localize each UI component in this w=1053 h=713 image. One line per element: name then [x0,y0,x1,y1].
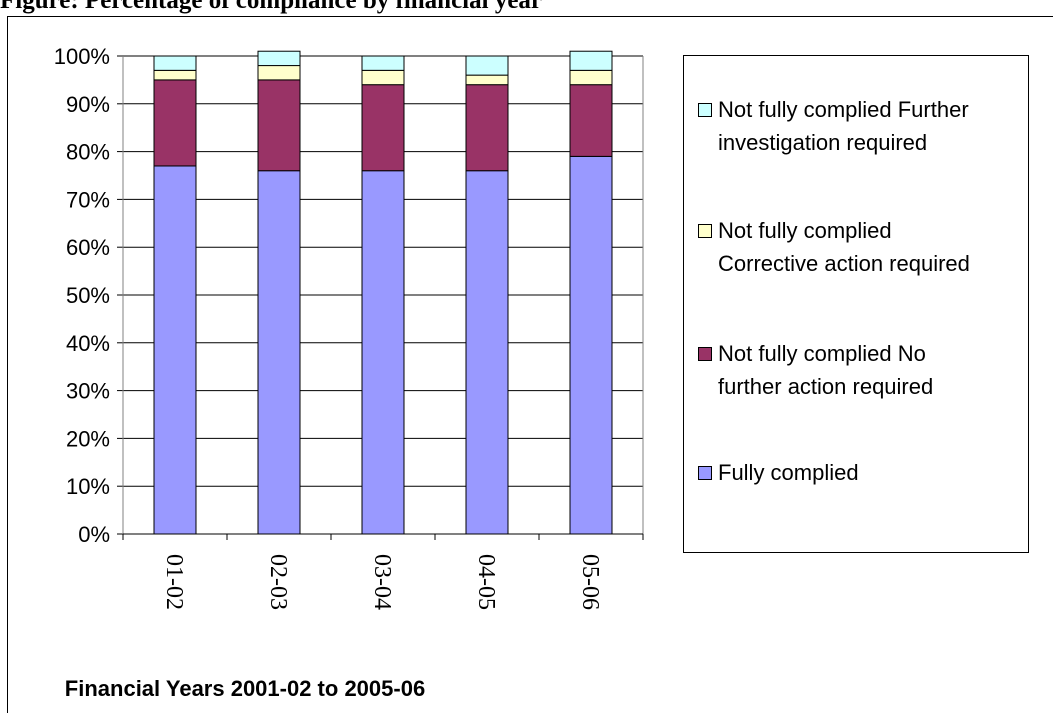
bar-segment [361,55,405,71]
y-tick-label: 10% [66,474,110,499]
legend-label: Not fully complied Corrective action req… [718,218,970,276]
y-tick-label: 20% [66,426,110,451]
legend-label: Not fully complied No further action req… [718,341,934,399]
legend-label: Not fully complied Further investigation… [718,97,969,155]
figure-title-cut: Figure: Percentage of compliance by fina… [0,0,543,14]
bar-segment [153,69,197,81]
x-axis-label: Financial Years 2001-02 to 2005-06 [64,676,426,701]
bar-segment [569,155,613,535]
bar-segment [361,69,405,86]
x-tick-label: 02-03 [265,554,291,610]
x-tick-label: 04-05 [473,554,499,610]
legend: Not fully complied Further investigation… [683,55,1029,553]
legend-swatch [698,466,712,480]
y-tick-label: 30% [66,379,110,404]
bar-segment [465,170,509,535]
legend-item-fully-complied: Fully complied [698,456,1023,489]
x-tick-label: 03-04 [369,554,395,610]
legend-swatch [698,224,712,238]
bar-segment [257,170,301,535]
bar-segment [153,55,197,71]
x-tick-label: 05-06 [577,554,603,610]
y-tick-label: 50% [66,283,110,308]
bar-segment [257,65,301,81]
bar-segment [465,84,509,172]
legend-swatch [698,103,712,117]
bar-segment [465,74,509,86]
y-tick-label: 80% [66,140,110,165]
bar-segment [361,84,405,172]
legend-item-corrective-action: Not fully complied Corrective action req… [698,214,1023,280]
legend-swatch [698,347,712,361]
y-tick-label: 40% [66,331,110,356]
bar-segment [569,50,613,71]
chart-frame [7,16,1053,713]
legend-label: Fully complied [718,460,859,485]
y-tick-label: 60% [66,235,110,260]
x-tick-label: 01-02 [161,554,187,610]
bar-segment [153,79,197,167]
bar-segment [361,170,405,535]
bar-segment [153,165,197,535]
y-tick-label: 70% [66,187,110,212]
legend-item-no-further-action: Not fully complied No further action req… [698,337,1023,403]
y-tick-label: 100% [54,44,110,69]
bar-segment [257,79,301,172]
legend-item-further-investigation: Not fully complied Further investigation… [698,93,1023,159]
y-tick-label: 0% [78,522,110,547]
bar-segment [569,84,613,157]
bar-segment [465,55,509,76]
bar-segment [257,50,301,67]
bar-segment [569,69,613,86]
y-tick-label: 90% [66,92,110,117]
